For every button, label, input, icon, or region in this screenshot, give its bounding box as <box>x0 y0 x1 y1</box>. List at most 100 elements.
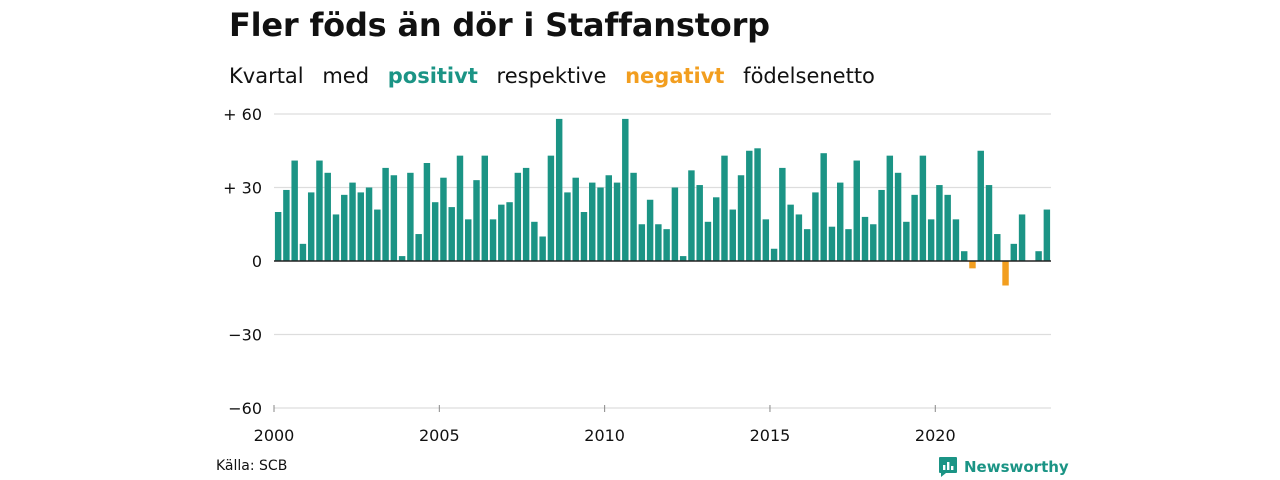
bar-positive <box>1010 243 1018 261</box>
bar-positive <box>911 194 918 261</box>
bar-positive <box>671 187 679 261</box>
bar-positive <box>721 155 728 261</box>
bar-positive <box>555 118 563 262</box>
bar-positive <box>919 155 927 261</box>
bar-positive <box>845 229 852 261</box>
bar-positive <box>729 209 736 261</box>
bar-positive <box>456 155 464 261</box>
bar-positive <box>481 155 489 261</box>
bar-positive <box>341 194 348 261</box>
bar-positive <box>630 172 637 261</box>
bars <box>274 118 1051 286</box>
bar-positive <box>787 204 794 261</box>
bar-positive <box>382 167 389 261</box>
bar-positive <box>473 180 480 261</box>
bar-positive <box>646 199 654 261</box>
bar-positive <box>283 189 290 261</box>
bar-positive <box>407 172 414 261</box>
bar-positive <box>580 212 588 261</box>
bar-positive <box>274 212 282 261</box>
y-tick-label: −60 <box>228 399 262 418</box>
subtitle-positive-word: positivt <box>387 64 478 88</box>
bar-positive <box>539 236 546 261</box>
y-tick-label: + 30 <box>223 179 262 198</box>
bar-positive <box>820 153 827 261</box>
bar-positive <box>746 150 753 261</box>
bar-positive <box>663 229 670 261</box>
bar-positive <box>977 150 984 261</box>
bar-positive <box>679 256 687 261</box>
bar-positive <box>506 202 513 261</box>
bar-positive <box>762 219 770 261</box>
bar-positive <box>597 187 604 261</box>
bar-positive <box>886 155 894 261</box>
bar-positive <box>332 214 340 261</box>
bar-negative <box>969 261 976 269</box>
subtitle-negative-word: negativt <box>625 64 725 88</box>
brand-name: Newsworthy <box>964 458 1069 476</box>
bar-positive <box>828 226 836 261</box>
bar-positive <box>952 219 960 261</box>
x-tick-label: 2015 <box>750 426 791 445</box>
bar-positive <box>390 175 398 261</box>
bar-positive <box>547 155 555 261</box>
y-tick-label: −30 <box>228 326 262 345</box>
bar-positive <box>423 163 431 261</box>
bar-positive <box>960 251 968 261</box>
chart-subtitle: Kvartal med positivt respektive negativt… <box>229 64 887 88</box>
bar-positive <box>894 172 902 261</box>
subtitle-part-4: födelsenetto <box>743 64 875 88</box>
chart-title: Fler föds än dör i Staffanstorp <box>229 6 770 44</box>
bar-positive <box>713 197 720 261</box>
y-axis-ticks: + 60 + 30 0 −30 −60 <box>223 105 262 418</box>
bar-positive <box>936 185 943 261</box>
bar-positive <box>564 192 571 261</box>
x-tick-label: 2005 <box>419 426 460 445</box>
y-tick-label: + 60 <box>223 105 262 124</box>
bar-positive <box>870 224 877 261</box>
bar-positive <box>291 160 298 261</box>
x-tick-label: 2000 <box>254 426 295 445</box>
bar-positive <box>531 221 538 261</box>
bar-positive <box>316 160 323 261</box>
bar-positive <box>465 219 472 261</box>
bar-positive <box>605 175 612 261</box>
bar-positive <box>861 216 869 261</box>
bar-positive <box>853 160 860 261</box>
bar-positive <box>448 207 455 261</box>
bar-positive <box>440 177 447 261</box>
bar-positive <box>374 209 381 261</box>
subtitle-part-2: med <box>322 64 370 88</box>
bar-positive <box>299 243 307 261</box>
subtitle-part-3: respektive <box>496 64 607 88</box>
bar-positive <box>357 192 365 261</box>
bar-positive <box>754 148 761 261</box>
bar-positive <box>836 182 844 261</box>
bar-negative <box>1002 261 1009 286</box>
bar-positive <box>324 172 331 261</box>
bar-positive <box>944 194 951 261</box>
bar-positive <box>572 177 579 261</box>
x-tick-label: 2010 <box>584 426 625 445</box>
bar-positive <box>514 172 522 261</box>
bar-positive <box>415 234 422 261</box>
bar-positive <box>696 185 703 261</box>
bar-positive <box>398 256 406 261</box>
bar-positive <box>812 192 819 261</box>
x-axis-ticks: 2000 2005 2010 2015 2020 <box>254 405 956 445</box>
bar-positive <box>903 221 910 261</box>
subtitle-part-1: Kvartal <box>229 64 304 88</box>
bar-positive <box>613 182 621 261</box>
bar-positive <box>349 182 356 261</box>
bar-positive <box>307 192 315 261</box>
bar-positive <box>737 175 745 261</box>
bar-positive <box>688 170 695 261</box>
bar-positive <box>704 221 712 261</box>
bar-positive <box>498 204 505 261</box>
bar-positive <box>985 185 993 261</box>
bar-positive <box>795 214 803 261</box>
bar-positive <box>779 167 786 261</box>
x-tick-label: 2020 <box>915 426 956 445</box>
bar-positive <box>522 167 530 261</box>
